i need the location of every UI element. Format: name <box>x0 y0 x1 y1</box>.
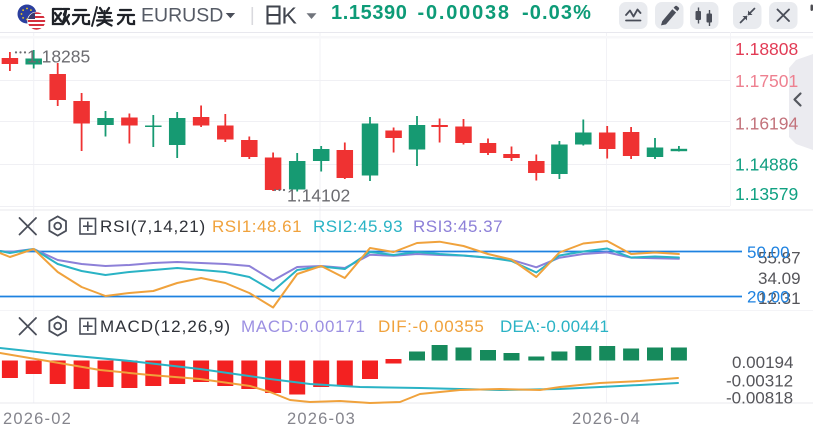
svg-text:1.16194: 1.16194 <box>735 114 799 134</box>
svg-text:MACD(12,26,9): MACD(12,26,9) <box>100 317 231 336</box>
svg-text:RSI3:45.37: RSI3:45.37 <box>413 217 503 236</box>
svg-text:EURUSD: EURUSD <box>141 5 223 27</box>
svg-text:MACD:0.00171: MACD:0.00171 <box>241 317 366 336</box>
svg-text:-0.00818: -0.00818 <box>726 389 793 408</box>
svg-text:1.14886: 1.14886 <box>735 155 798 175</box>
svg-text:2026-04: 2026-04 <box>572 410 641 428</box>
svg-text:DEA:-0.00441: DEA:-0.00441 <box>500 317 609 336</box>
svg-text:1.17501: 1.17501 <box>735 71 798 91</box>
svg-text:50.00: 50.00 <box>747 243 790 262</box>
svg-text:-0.03%: -0.03% <box>522 2 592 24</box>
svg-text:2026-03: 2026-03 <box>287 410 356 428</box>
svg-text:RSI1:48.61: RSI1:48.61 <box>212 217 302 236</box>
svg-text:1.18285: 1.18285 <box>27 47 90 67</box>
svg-text:34.09: 34.09 <box>758 269 801 288</box>
svg-text:1.15390: 1.15390 <box>331 2 408 24</box>
svg-text:20.00: 20.00 <box>747 288 790 307</box>
svg-text:K: K <box>282 3 298 29</box>
svg-text:RSI2:45.93: RSI2:45.93 <box>313 217 403 236</box>
svg-text:1.14102: 1.14102 <box>287 186 350 206</box>
svg-text:2026-02: 2026-02 <box>3 410 72 428</box>
svg-text:-0.00038: -0.00038 <box>418 2 511 24</box>
svg-text:0.00194: 0.00194 <box>732 353 793 372</box>
svg-text:1.18808: 1.18808 <box>735 39 798 59</box>
svg-text:1.13579: 1.13579 <box>735 184 798 204</box>
svg-text:RSI(7,14,21): RSI(7,14,21) <box>100 217 206 236</box>
svg-text:DIF:-0.00355: DIF:-0.00355 <box>378 317 484 336</box>
